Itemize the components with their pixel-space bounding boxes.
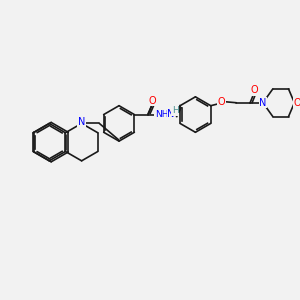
Text: O: O <box>294 98 300 108</box>
Text: O: O <box>250 85 258 95</box>
Text: H: H <box>172 106 178 115</box>
Text: O: O <box>218 97 225 107</box>
Text: N: N <box>167 109 175 118</box>
Text: O: O <box>148 96 156 106</box>
Text: NH: NH <box>155 110 169 119</box>
Text: N: N <box>259 98 267 108</box>
Text: N: N <box>78 117 85 128</box>
